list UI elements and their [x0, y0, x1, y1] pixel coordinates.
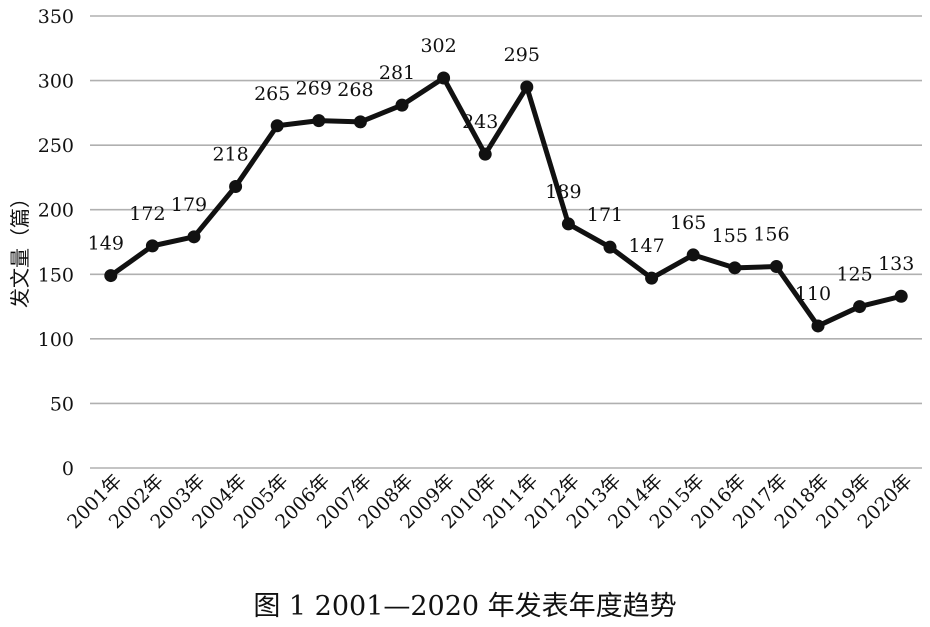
data-point: [561, 217, 575, 231]
data-label: 295: [504, 44, 540, 66]
data-label: 179: [171, 194, 207, 216]
data-label: 281: [379, 62, 415, 84]
data-point: [728, 261, 742, 275]
data-point: [104, 269, 118, 283]
data-point: [769, 260, 783, 274]
data-label: 133: [878, 253, 914, 275]
data-point: [645, 271, 659, 285]
data-label: 172: [129, 203, 165, 225]
series-path: [109, 75, 902, 329]
data-label: 268: [337, 79, 373, 101]
data-point: [312, 114, 326, 128]
data-label: 165: [670, 212, 706, 234]
y-tick-label: 200: [38, 200, 74, 222]
data-label: 265: [254, 83, 290, 105]
data-label: 269: [296, 78, 332, 100]
data-label: 155: [712, 225, 748, 247]
y-tick-label: 150: [38, 264, 74, 286]
data-label: 243: [462, 111, 498, 133]
data-point: [270, 119, 284, 133]
data-point: [520, 80, 534, 94]
y-tick-label: 50: [50, 393, 74, 415]
y-axis-label: 发文量（篇）: [8, 188, 32, 308]
data-label: 171: [587, 204, 623, 226]
data-point: [811, 319, 825, 333]
y-tick-label: 350: [38, 6, 74, 28]
data-label: 125: [836, 264, 872, 286]
data-label: 110: [795, 283, 831, 305]
series-line: [104, 71, 908, 333]
data-point: [145, 239, 159, 253]
x-tick-labels: 2001年2002年2003年2004年2005年2006年2007年2008年…: [63, 470, 917, 533]
y-tick-label: 0: [62, 458, 74, 480]
data-label: 156: [753, 224, 789, 246]
grid-lines: [90, 15, 922, 469]
y-tick-label: 300: [38, 71, 74, 93]
data-point: [478, 147, 492, 161]
y-tick-label: 100: [38, 329, 74, 351]
data-point: [686, 248, 700, 262]
data-point: [395, 98, 409, 112]
data-point: [894, 289, 908, 303]
data-label: 149: [88, 233, 124, 255]
data-label: 218: [212, 143, 248, 165]
y-tick-label: 250: [38, 135, 74, 157]
data-point: [353, 115, 367, 129]
chart-caption: 图 1 2001—2020 年发表年度趋势: [253, 591, 676, 622]
data-point: [603, 240, 617, 254]
data-point: [187, 230, 201, 244]
data-label: 302: [420, 35, 456, 57]
y-tick-labels: 0 50 100 150 200 250 300 350: [38, 6, 74, 480]
data-label: 147: [628, 235, 664, 257]
data-point: [437, 71, 451, 85]
data-point: [229, 179, 243, 193]
data-point: [853, 300, 867, 314]
data-label: 189: [545, 181, 581, 203]
